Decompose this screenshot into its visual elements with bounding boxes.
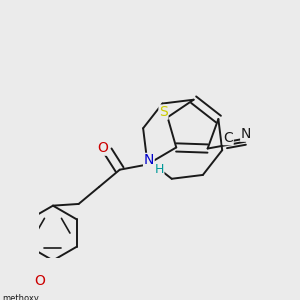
Text: C: C	[223, 130, 233, 145]
Text: H: H	[154, 163, 164, 176]
Text: O: O	[34, 274, 45, 288]
Text: S: S	[159, 105, 168, 119]
Text: O: O	[97, 141, 108, 155]
Text: N: N	[144, 154, 154, 167]
Text: methoxy: methoxy	[2, 294, 39, 300]
Text: N: N	[241, 127, 251, 141]
